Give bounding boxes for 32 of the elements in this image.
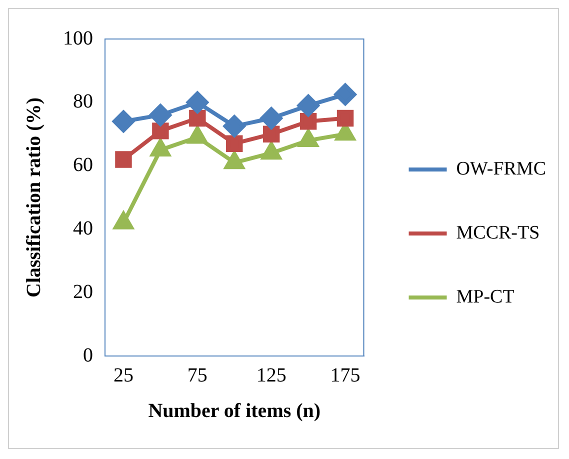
x-tick-label: 25 xyxy=(113,364,134,386)
y-tick-label: 20 xyxy=(73,280,93,303)
point xyxy=(334,83,356,106)
y-tick-label: 80 xyxy=(73,90,93,113)
x-axis-title: Number of items (n) xyxy=(148,400,321,422)
x-tick-label: 175 xyxy=(330,364,360,386)
point xyxy=(189,110,206,127)
y-tick-label: 0 xyxy=(83,344,93,366)
x-tick-label: 75 xyxy=(187,364,208,386)
point xyxy=(223,115,246,138)
legend-label: MCCR-TS xyxy=(456,222,540,244)
point xyxy=(115,151,132,168)
point xyxy=(262,142,282,160)
point xyxy=(112,110,134,132)
y-tick-label: 60 xyxy=(73,154,93,176)
legend-label: OW-FRMC xyxy=(456,158,546,180)
x-tick-label: 125 xyxy=(256,364,286,386)
y-axis-title: Classification ratio (%) xyxy=(23,98,46,298)
legend-label: MP-CT xyxy=(456,286,515,308)
point xyxy=(149,104,172,126)
point xyxy=(262,126,280,142)
y-tick-label: 100 xyxy=(63,27,93,50)
point xyxy=(186,91,208,114)
point xyxy=(152,122,169,140)
point xyxy=(336,110,354,127)
point xyxy=(300,113,317,130)
y-tick-label: 40 xyxy=(73,217,93,240)
point xyxy=(224,152,244,170)
point xyxy=(114,212,134,230)
point xyxy=(226,135,243,152)
point xyxy=(297,94,320,117)
point xyxy=(260,107,282,130)
